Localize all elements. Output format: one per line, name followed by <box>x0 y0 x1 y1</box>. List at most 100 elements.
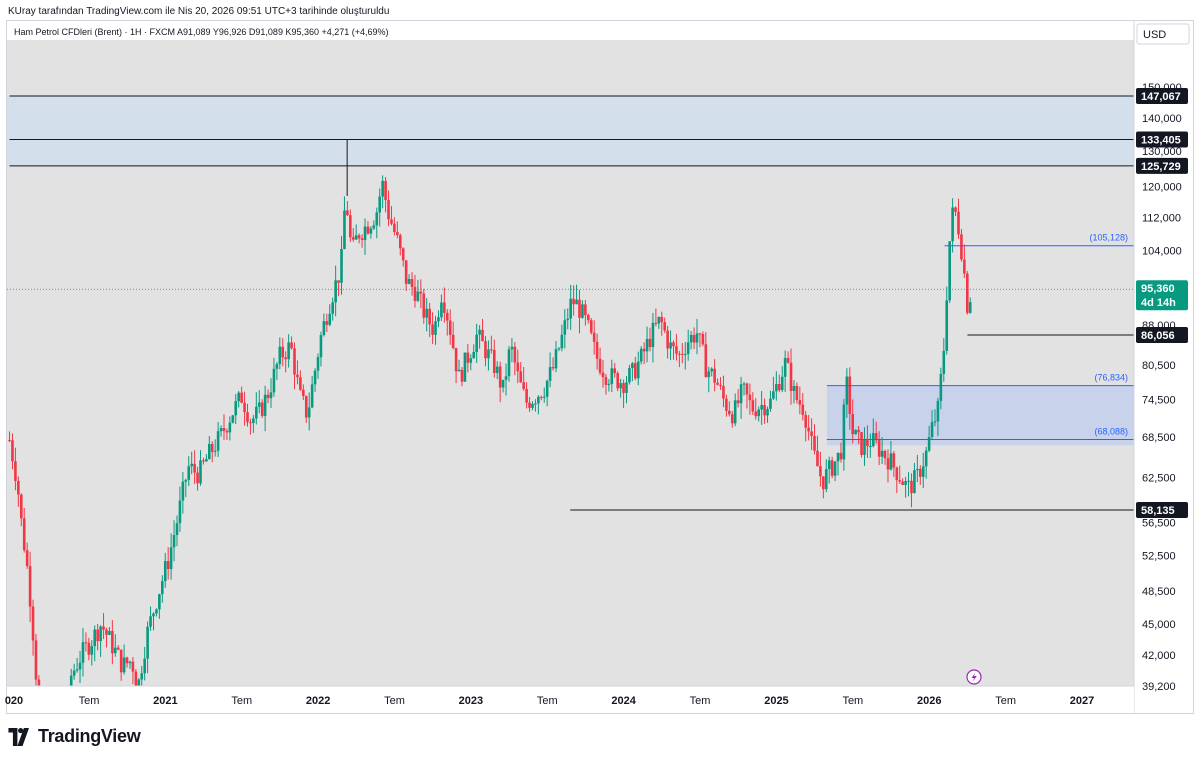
candle-body <box>495 366 499 373</box>
price-tag[interactable] <box>1136 131 1188 148</box>
candle-body <box>475 334 478 353</box>
candle-body <box>639 348 643 362</box>
candle-body <box>113 647 117 654</box>
tradingview-logo[interactable]: TradingView <box>8 726 141 747</box>
candle-body <box>161 581 164 595</box>
candle-body <box>425 308 429 318</box>
currency-label: USD <box>1143 29 1166 41</box>
candle-body <box>822 476 825 490</box>
candle-body <box>528 402 531 408</box>
candle-body <box>69 675 73 686</box>
price-axis-tick: 80,500 <box>1142 360 1176 372</box>
price-axis-tick: 112,000 <box>1142 213 1181 225</box>
candle-body <box>730 414 734 424</box>
candle-body <box>757 409 761 417</box>
candle-body <box>968 302 972 313</box>
candle-body <box>616 373 619 389</box>
candle-body <box>387 199 390 220</box>
candle-body <box>598 358 602 373</box>
time-axis-tick: 2023 <box>459 695 483 707</box>
candle-body <box>278 346 282 365</box>
candle-body <box>951 207 954 242</box>
candle-body <box>237 392 240 402</box>
candle-body <box>513 346 517 363</box>
candle-body <box>783 358 787 377</box>
time-axis-tick: 2021 <box>153 695 177 707</box>
time-axis-tick: 2026 <box>917 695 941 707</box>
price-axis-tick: 68,500 <box>1142 432 1176 444</box>
candle-body <box>686 342 690 355</box>
candle-body <box>457 369 461 372</box>
candle-body <box>202 460 205 462</box>
candle-body <box>780 376 784 391</box>
candle-body <box>539 396 543 398</box>
candle-body <box>666 330 669 349</box>
candle-body <box>208 443 211 460</box>
candle-body <box>880 450 884 457</box>
flash-icon[interactable] <box>966 669 982 685</box>
candle-body <box>328 313 332 325</box>
currency-box[interactable] <box>1136 23 1190 45</box>
candle-body <box>419 291 423 294</box>
candle-body <box>240 392 243 403</box>
candle-body <box>566 318 570 321</box>
price-axis-tick: 120,000 <box>1142 182 1182 194</box>
candle-body <box>860 432 863 455</box>
time-axis-tick: Tem <box>537 695 558 707</box>
candle-body <box>378 196 382 213</box>
price-tag-label: 125,729 <box>1141 161 1181 173</box>
bar-countdown: 4d 14h <box>1141 297 1176 309</box>
candle-body <box>492 350 496 373</box>
candle-body <box>22 518 26 551</box>
candle-body <box>219 428 223 432</box>
candle-body <box>748 394 752 401</box>
symbol-info-line[interactable]: Ham Petrol CFDleri (Brent) · 1H · FXCM A… <box>14 27 389 37</box>
candle-body <box>234 401 238 416</box>
candle-body <box>733 400 737 424</box>
time-axis-background[interactable] <box>7 686 1134 713</box>
candle-body <box>851 413 855 435</box>
candle-body <box>272 368 276 393</box>
price-tag[interactable] <box>1136 327 1188 344</box>
candle-body <box>228 422 232 433</box>
candle-body <box>75 669 79 671</box>
candle-body <box>158 594 161 610</box>
candle-body <box>916 468 919 471</box>
candle-body <box>819 466 822 477</box>
candle-body <box>181 481 185 501</box>
candle-body <box>554 349 558 369</box>
candle-body <box>874 433 878 441</box>
candle-body <box>675 346 678 354</box>
candle-body <box>360 238 364 240</box>
candle-body <box>948 241 951 301</box>
price-tag[interactable] <box>1136 502 1188 518</box>
candle-body <box>231 415 235 423</box>
price-axis-tick: 74,500 <box>1142 394 1176 406</box>
candle-body <box>275 364 279 369</box>
chart-attribution: KUray tarafından TradingView.com ile Nis… <box>8 6 390 17</box>
candle-body <box>351 237 355 240</box>
candle-body <box>466 352 470 363</box>
price-tag[interactable] <box>1136 88 1188 104</box>
candle-body <box>857 429 860 433</box>
candle-body <box>924 450 928 467</box>
candle-body <box>545 380 549 397</box>
candle-body <box>78 662 82 670</box>
candle-body <box>290 342 293 349</box>
candle-body <box>19 494 23 519</box>
candle-body <box>105 629 108 635</box>
candle-body <box>777 384 781 391</box>
price-tag[interactable] <box>1136 157 1188 174</box>
last-price-tag[interactable] <box>1136 280 1188 311</box>
time-axis-tick: 2025 <box>764 695 788 707</box>
candle-body <box>918 468 922 477</box>
candle-body <box>331 302 335 314</box>
candle-body <box>719 384 722 387</box>
candle-body <box>25 550 29 567</box>
candle-body <box>769 398 772 409</box>
candle-body <box>584 304 587 316</box>
candle-body <box>249 422 252 424</box>
candle-body <box>14 461 17 481</box>
candle-body <box>704 344 708 378</box>
